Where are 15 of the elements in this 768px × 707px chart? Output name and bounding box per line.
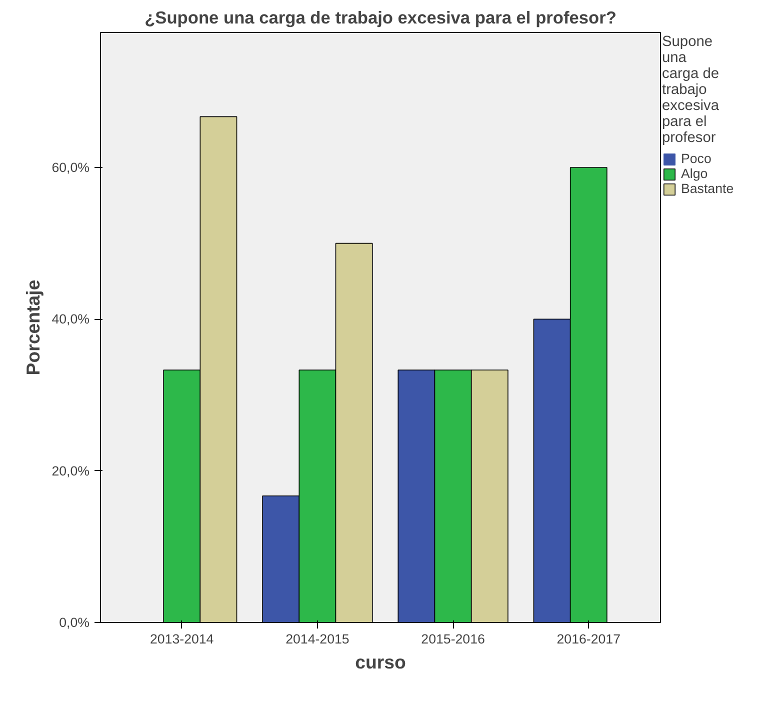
- legend-title: Supone una carga de trabajo excesiva para el profesor: [662, 34, 720, 146]
- x-tick-label: 2015-2016: [421, 632, 485, 646]
- chart-title: ¿Supone una carga de trabajo excesiva para el profesor?: [144, 8, 616, 28]
- legend-label: Algo: [681, 166, 708, 181]
- legend-label: Poco: [681, 151, 712, 166]
- y-tick-label: 0,0%: [59, 615, 90, 630]
- y-tick-label: 60,0%: [52, 160, 90, 175]
- y-axis-title: Porcentaje: [22, 280, 44, 376]
- legend-label: Bastante: [681, 181, 734, 196]
- x-tick-label: 2016-2017: [556, 632, 621, 646]
- y-tick-label: 20,0%: [52, 463, 90, 478]
- x-axis-title: curso: [355, 652, 406, 672]
- y-tick-label: 40,0%: [52, 312, 90, 327]
- x-tick-label: 2013-2014: [150, 632, 214, 646]
- x-tick-label: 2014-2015: [286, 632, 350, 646]
